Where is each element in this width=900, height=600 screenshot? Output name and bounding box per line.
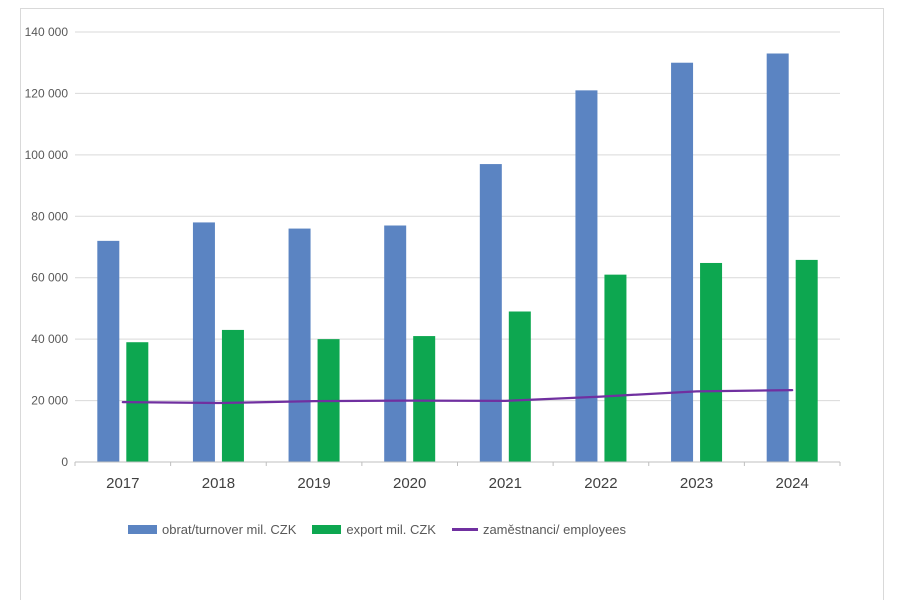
y-tick-label: 120 000 [25, 86, 69, 100]
bar-export-2023 [700, 262, 723, 462]
bar-turnover-2020 [384, 225, 407, 462]
bar-export-2024 [795, 259, 818, 462]
bar-turnover-2024 [766, 53, 789, 462]
x-axis-label-2021: 2021 [489, 475, 522, 492]
x-axis-label-2019: 2019 [297, 475, 330, 492]
y-tick-label: 80 000 [31, 209, 68, 223]
line-employees [121, 389, 794, 405]
x-axis-label-2020: 2020 [393, 475, 426, 492]
y-tick-label: 40 000 [31, 332, 68, 346]
y-tick-label: 20 000 [31, 394, 68, 408]
bar-turnover-2019 [288, 228, 311, 462]
chart-legend: obrat/turnover mil. CZK export mil. CZK … [128, 520, 626, 538]
legend-item-employees: zaměstnanci/ employees [451, 521, 627, 537]
bar-turnover-2021 [479, 164, 502, 463]
y-tick-label: 140 000 [25, 25, 69, 39]
y-tick-label: 100 000 [25, 148, 69, 162]
legend-item-turnover: obrat/turnover mil. CZK [128, 523, 296, 536]
x-axis-label-2017: 2017 [106, 475, 139, 492]
y-tick-label: 60 000 [31, 271, 68, 285]
legend-swatch-export [312, 524, 342, 534]
bar-export-2021 [508, 311, 531, 462]
bar-turnover-2017 [97, 240, 120, 462]
x-axis-label-2018: 2018 [202, 475, 235, 492]
legend-label-employees: zaměstnanci/ employees [482, 521, 627, 537]
legend-swatch-employees-line [451, 527, 478, 531]
x-axis-label-2022: 2022 [584, 475, 617, 492]
bar-export-2022 [604, 274, 627, 462]
bar-export-2020 [413, 336, 436, 462]
bar-turnover-2018 [192, 222, 215, 462]
x-axis-label-2023: 2023 [680, 475, 713, 492]
legend-item-export: export mil. CZK [312, 523, 436, 536]
legend-label-turnover: obrat/turnover mil. CZK [162, 521, 297, 537]
bar-turnover-2022 [575, 90, 598, 462]
legend-label-export: export mil. CZK [346, 521, 436, 537]
chart-frame [20, 8, 884, 600]
y-tick-label: 0 [61, 455, 68, 469]
bar-turnover-2023 [671, 62, 694, 462]
bar-export-2018 [221, 329, 244, 462]
legend-swatch-turnover [128, 524, 157, 534]
x-axis-label-2024: 2024 [776, 475, 809, 492]
